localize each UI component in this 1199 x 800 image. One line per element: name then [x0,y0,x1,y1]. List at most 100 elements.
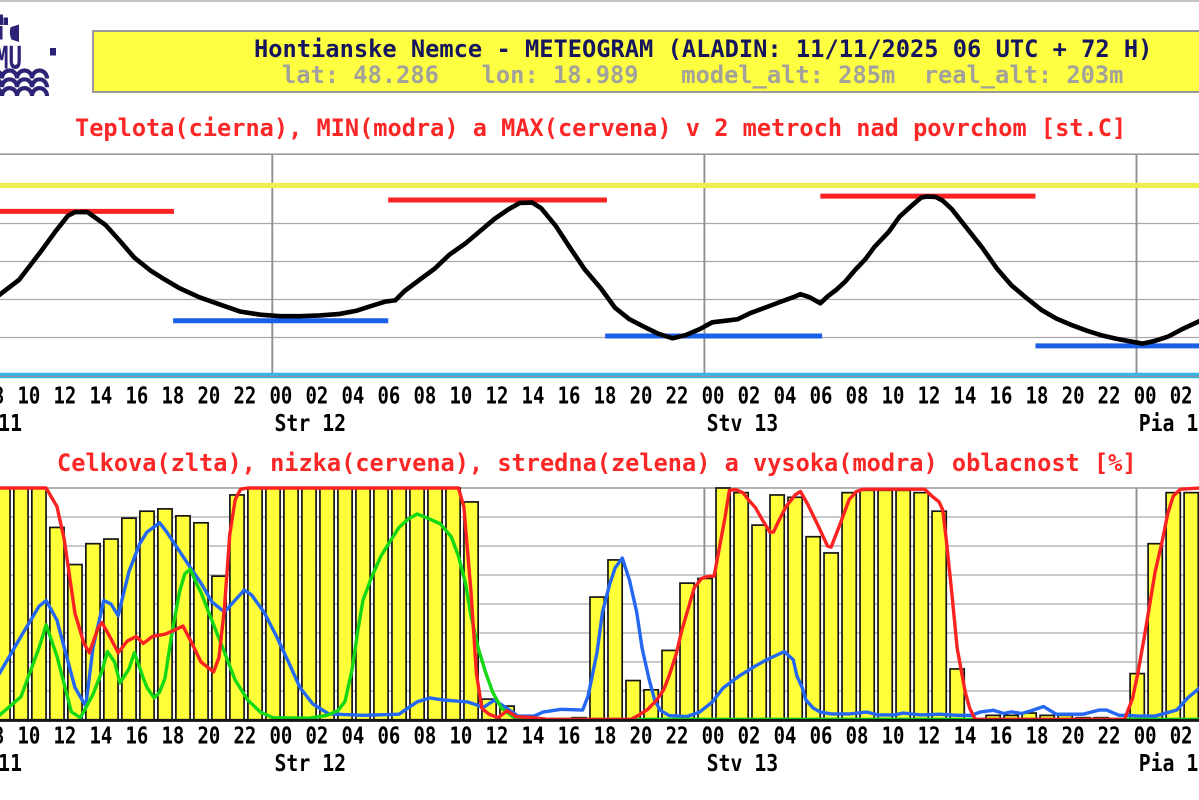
total-cloud-bar [193,521,209,722]
hour-label: 12 [53,384,76,410]
hour-label: 00 [270,724,293,750]
total-cloud-bar [265,487,281,722]
logo-emblem-piece [3,17,8,25]
logo-letters: HMU [0,41,22,77]
hour-label: 08 [0,724,4,750]
temperature-chart-title: Teplota(cierna), MIN(modra) a MAX(cerven… [75,114,1127,142]
day-label: Str 12 [275,411,347,437]
temperature-curve [0,194,1199,346]
hour-label: 10 [882,384,905,410]
hour-label: 16 [990,384,1013,410]
hour-label: 12 [918,384,941,410]
day-label: Str 12 [275,751,347,777]
hour-label: 02 [306,724,329,750]
logo-wave [0,77,50,88]
total-cloud-bar [769,494,786,722]
hour-label: 18 [161,724,184,750]
banner-title: Hontianske Nemce - METEOGRAM (ALADIN: 11… [254,34,1153,63]
total-cloud-bar [733,491,750,722]
hour-label: 04 [774,384,797,410]
hour-label: 16 [125,724,148,750]
day-label: Uto 11 [0,751,22,777]
hour-label: 08 [846,384,869,410]
hour-label: 20 [630,384,653,410]
cloudiness-chart-title: Celkova(zlta), nizka(cervena), stredna(z… [57,449,1137,477]
hour-label: 20 [1062,724,1085,750]
hour-label: 00 [702,724,725,750]
header-banner: Hontianske Nemce - METEOGRAM (ALADIN: 11… [92,30,1199,93]
hour-label: 06 [810,724,833,750]
day-label: Stv 13 [707,751,779,777]
hour-label: 08 [414,724,437,750]
hour-label: 16 [558,384,581,410]
hour-label: 22 [1098,724,1121,750]
hour-label: 14 [89,724,112,750]
hour-label: 10 [450,384,473,410]
hour-label: 04 [342,724,365,750]
cloud-line-stredna [0,512,1199,722]
hour-label: 02 [1170,724,1193,750]
total-cloud-bar [895,489,912,722]
hour-label: 12 [486,724,509,750]
logo-flag [9,24,19,42]
hour-label: 22 [1098,384,1121,410]
total-cloud-bar [319,487,335,722]
hour-label: 22 [666,724,689,750]
total-cloud-bar [283,487,299,722]
logo-wave [0,86,50,96]
total-cloud-bar [913,491,930,722]
hour-label: 10 [450,724,473,750]
hour-label: 08 [414,384,437,410]
hour-label: 10 [17,384,40,410]
hour-label: 00 [1134,724,1157,750]
cloud-line-nizka [0,486,1199,722]
total-cloud-bar [445,487,461,722]
total-cloud-bar [931,510,948,722]
total-cloud-bar [877,489,894,722]
day-label: Pia 14 [1139,751,1199,777]
hour-label: 18 [1026,384,1049,410]
hour-label: 14 [954,384,977,410]
hour-label: 22 [666,384,689,410]
hour-label: 02 [738,384,761,410]
hour-label: 16 [990,724,1013,750]
day-label: Uto 11 [0,411,22,437]
hour-label: 22 [233,384,256,410]
hour-label: 12 [918,724,941,750]
hour-label: 10 [17,724,40,750]
hour-label: 20 [197,724,220,750]
hour-label: 20 [630,724,653,750]
hour-label: 18 [594,724,617,750]
total-cloud-bar [1183,491,1199,722]
total-cloud-bar [859,489,876,722]
total-cloud-bar [373,487,389,722]
total-cloud-bar [0,487,11,722]
hour-label: 14 [522,724,545,750]
hour-label: 06 [378,384,401,410]
logo-accent-block [50,48,56,56]
hour-label: 12 [486,384,509,410]
total-cloud-bar [805,535,822,722]
total-cloud-bar [751,524,768,722]
banner-subtitle: lat: 48.286 lon: 18.989 model_alt: 285m … [282,61,1124,89]
hour-label: 20 [1062,384,1085,410]
logo-emblem-piece [0,14,3,25]
cloudiness-chart: 08 10 12 14 16 18 20 22 00 02 04 06 08 10 12 14 16 18 20 22… [0,486,1199,777]
total-cloud-bar [1165,491,1182,722]
hour-label: 02 [1170,384,1193,410]
hour-label: 00 [1134,384,1157,410]
hour-label: 16 [558,724,581,750]
hour-label: 04 [774,724,797,750]
hour-label: 08 [0,384,4,410]
hour-label: 14 [954,724,977,750]
total-cloud-bar [841,491,858,722]
shmu-logo: HMU [0,14,56,96]
hour-label: 06 [810,384,833,410]
hour-label: 02 [306,384,329,410]
day-label: Pia 14 [1139,411,1199,437]
hour-label: 18 [1026,724,1049,750]
hour-label: 06 [378,724,401,750]
hour-label: 22 [233,724,256,750]
hour-label: 18 [161,384,184,410]
